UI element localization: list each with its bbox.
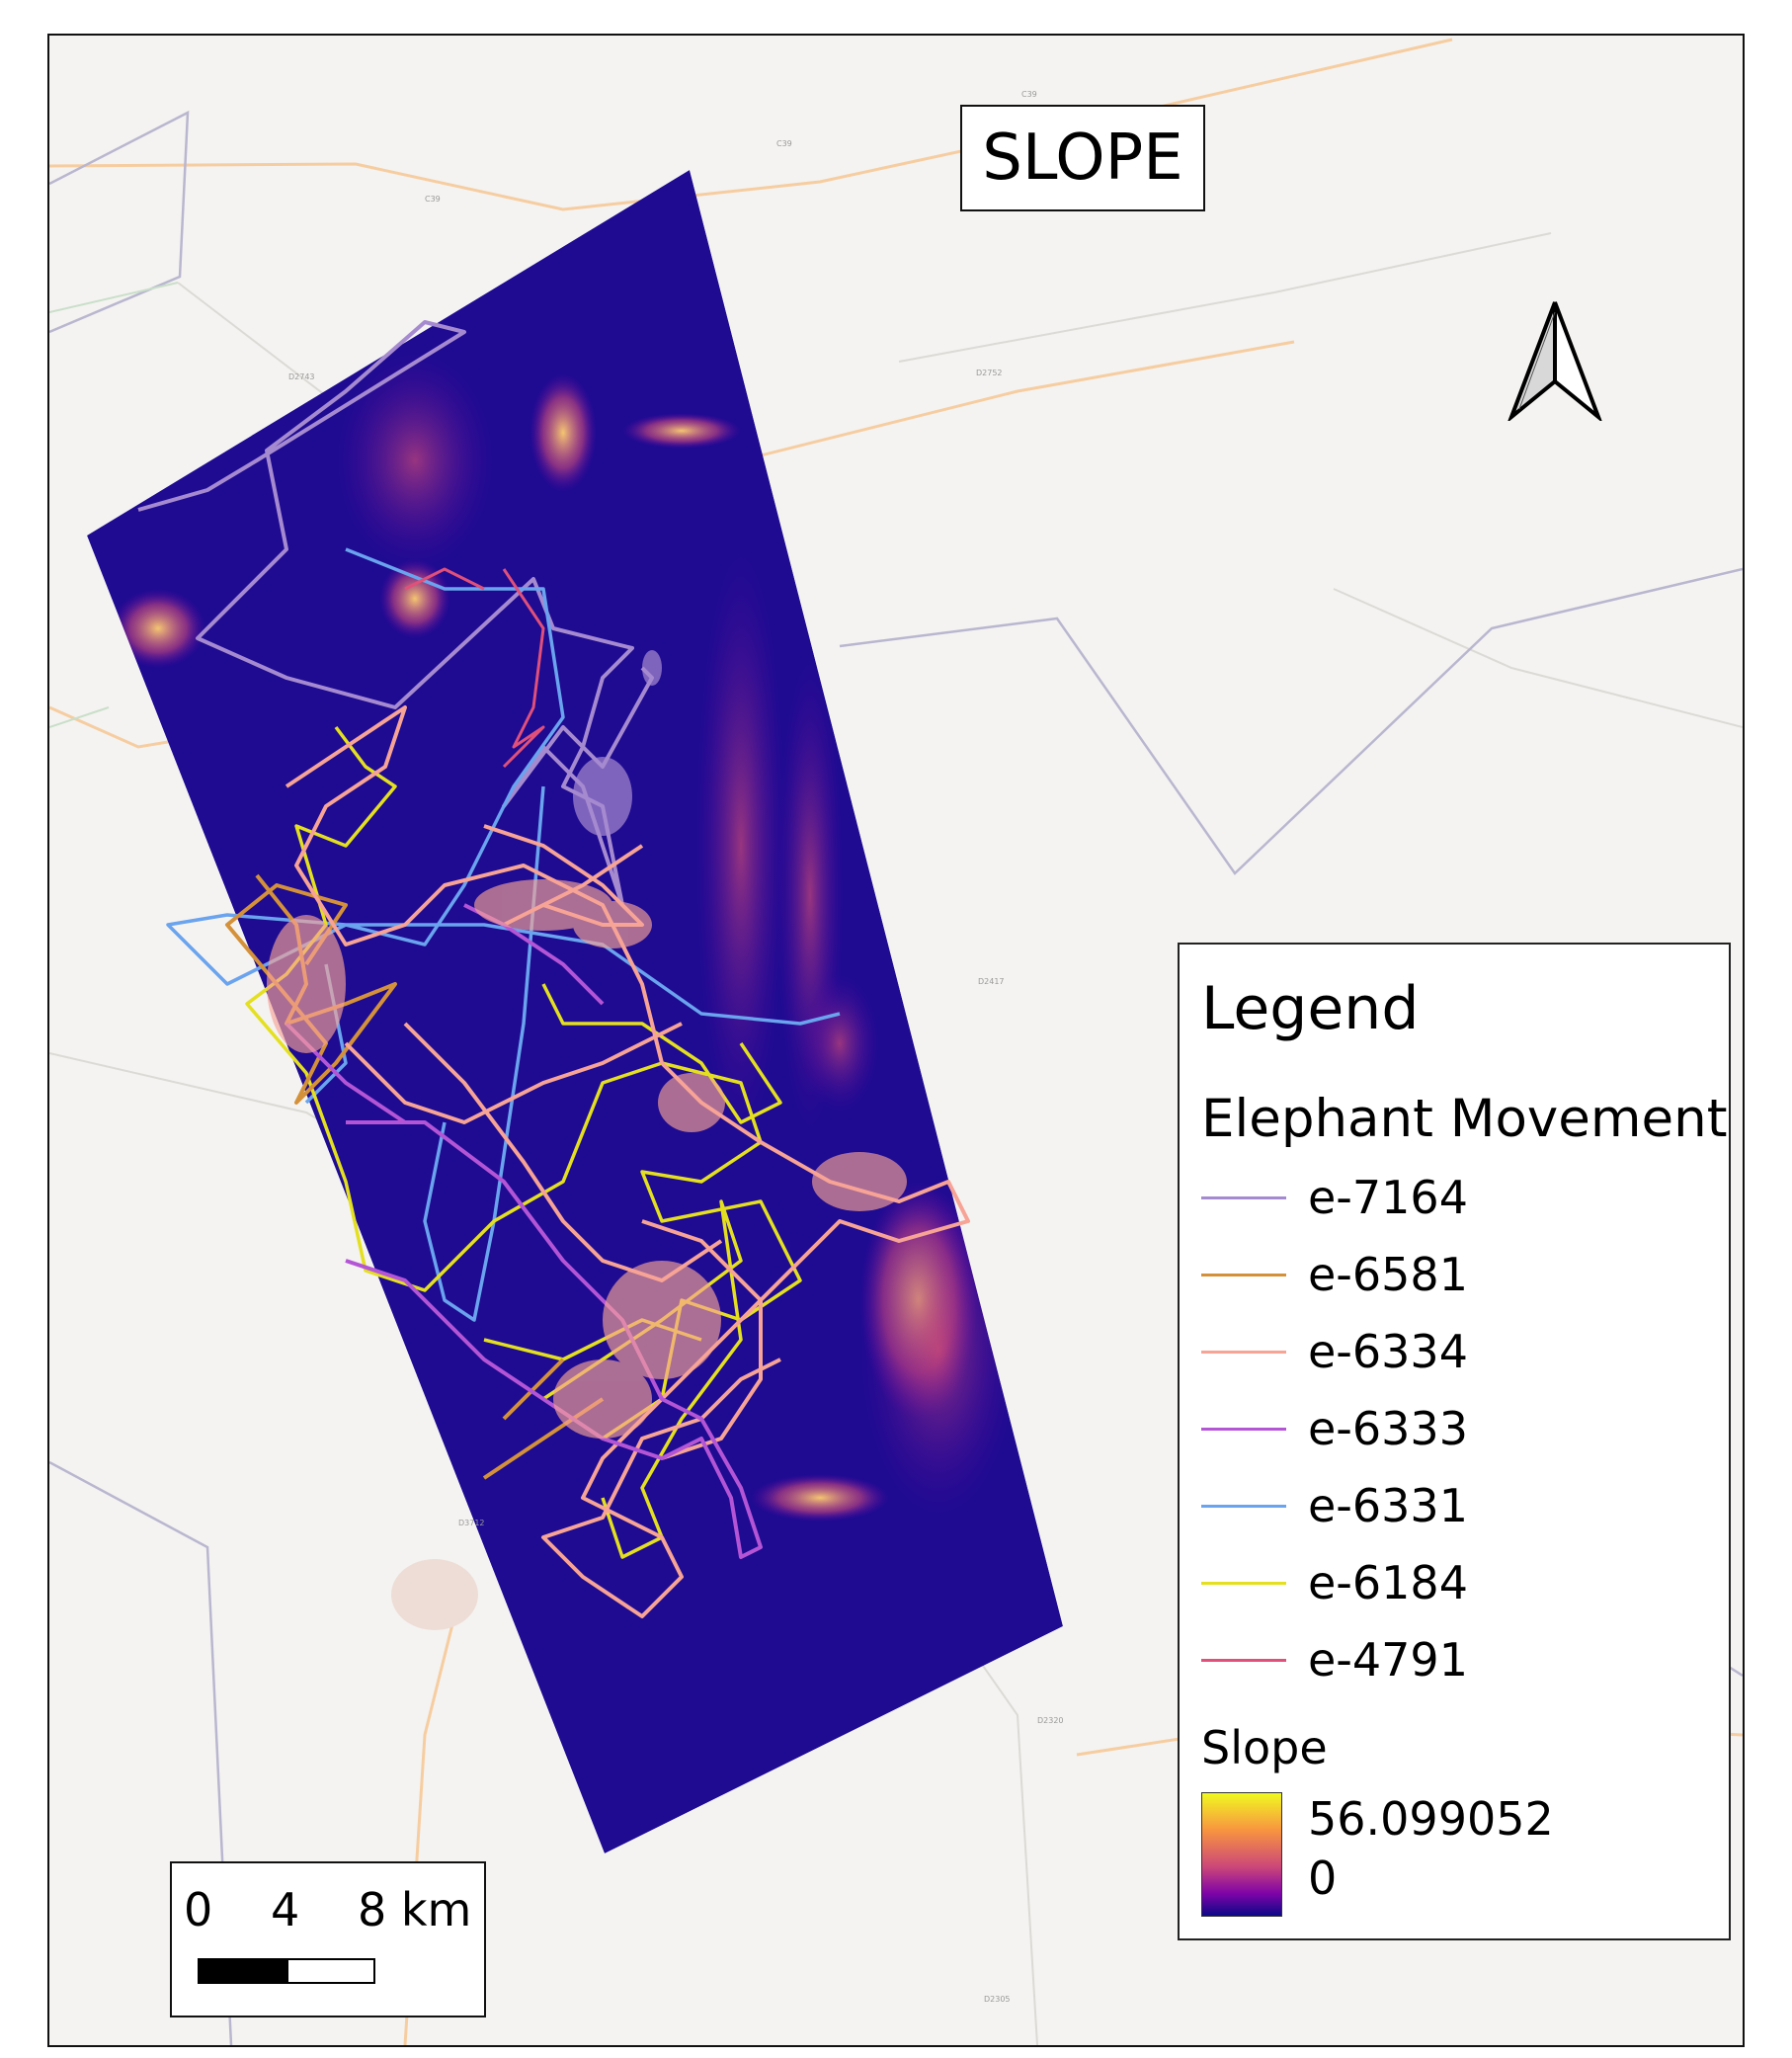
legend-item-label: e-6331	[1308, 1479, 1468, 1532]
legend-item-e-6333: e-6333	[1201, 1399, 1468, 1458]
track-e-4791	[404, 567, 545, 769]
legend-swatch	[1201, 1581, 1286, 1585]
map-title-text: SLOPE	[982, 122, 1183, 195]
legend-group-title: Elephant Movement	[1201, 1089, 1728, 1149]
lake-area	[391, 1559, 478, 1630]
basemap-green-lines	[49, 282, 179, 728]
legend-swatch	[1201, 1658, 1286, 1662]
legend-item-e-6331: e-6331	[1201, 1476, 1468, 1535]
basemap-road-label: C39	[1021, 90, 1037, 99]
legend-item-e-6184: e-6184	[1201, 1553, 1468, 1612]
track-clusters	[267, 879, 907, 1439]
slope-max-label: 56.099052	[1308, 1792, 1554, 1846]
scale-bar-white-segment	[286, 1958, 375, 1984]
elephant-tracks	[137, 320, 970, 1618]
basemap-road-label: C39	[425, 195, 441, 204]
legend-item-e-6334: e-6334	[1201, 1322, 1468, 1381]
scale-tick-4: 4	[271, 1883, 300, 1936]
basemap-road-label: D2320	[1037, 1716, 1064, 1725]
legend-item-label: e-6184	[1308, 1556, 1468, 1609]
legend-item-label: e-6334	[1308, 1325, 1468, 1378]
scale-bar-black-segment	[198, 1958, 288, 1984]
track-clusters-purple	[573, 650, 662, 836]
slope-raster	[87, 170, 1063, 1853]
legend-item-label: e-4791	[1308, 1633, 1468, 1687]
legend-item-label: e-6333	[1308, 1402, 1468, 1455]
scale-tick-8-km: 8 km	[358, 1883, 472, 1936]
map-frame: C39C39C39D2743D2752D2417D3712D2320D2305O…	[47, 34, 1745, 2047]
legend-swatch	[1201, 1350, 1286, 1354]
legend-item-e-7164: e-7164	[1201, 1168, 1468, 1227]
legend-raster-title: Slope	[1201, 1721, 1328, 1774]
legend-swatch	[1201, 1273, 1286, 1276]
scale-bar: 0 4 8 km	[170, 1861, 486, 2017]
legend: Legend Elephant Movement e-7164 e-6581 e…	[1178, 943, 1731, 1940]
legend-swatch	[1201, 1504, 1286, 1508]
track-e-7164	[137, 320, 654, 907]
legend-swatch	[1201, 1427, 1286, 1431]
slope-color-ramp	[1201, 1792, 1282, 1917]
basemap-road-label: C39	[776, 139, 792, 148]
basemap-road-label: D2752	[976, 369, 1003, 377]
legend-item-label: e-7164	[1308, 1171, 1468, 1224]
legend-item-e-6581: e-6581	[1201, 1245, 1468, 1304]
basemap-road-label: D2305	[984, 1995, 1011, 2004]
legend-title: Legend	[1201, 974, 1420, 1043]
basemap-road-label: D2743	[288, 372, 315, 381]
basemap-road-label: D3712	[458, 1519, 485, 1527]
map-canvas[interactable]: C39C39C39D2743D2752D2417D3712D2320D2305O…	[49, 36, 1743, 2045]
map-title: SLOPE	[960, 105, 1205, 211]
scale-tick-0: 0	[184, 1883, 213, 1936]
north-arrow-icon	[1507, 301, 1602, 421]
basemap-road-label: D2417	[978, 977, 1005, 986]
legend-item-e-4791: e-4791	[1201, 1630, 1468, 1689]
slope-min-label: 0	[1308, 1852, 1338, 1905]
legend-item-label: e-6581	[1308, 1248, 1468, 1301]
legend-swatch	[1201, 1195, 1286, 1199]
